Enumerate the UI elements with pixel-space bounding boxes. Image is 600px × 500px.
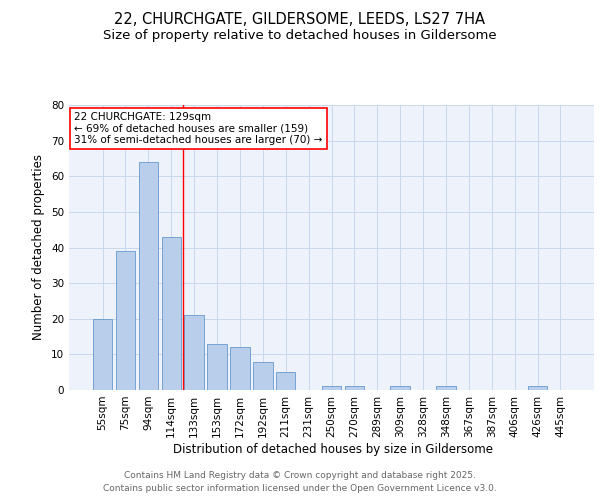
- Text: Distribution of detached houses by size in Gildersome: Distribution of detached houses by size …: [173, 442, 493, 456]
- Text: Contains HM Land Registry data © Crown copyright and database right 2025.: Contains HM Land Registry data © Crown c…: [124, 471, 476, 480]
- Text: 22, CHURCHGATE, GILDERSOME, LEEDS, LS27 7HA: 22, CHURCHGATE, GILDERSOME, LEEDS, LS27 …: [115, 12, 485, 28]
- Bar: [276, 372, 295, 390]
- Bar: [391, 386, 410, 390]
- Bar: [322, 386, 341, 390]
- Bar: [93, 319, 112, 390]
- Bar: [528, 386, 547, 390]
- Text: 22 CHURCHGATE: 129sqm
← 69% of detached houses are smaller (159)
31% of semi-det: 22 CHURCHGATE: 129sqm ← 69% of detached …: [74, 112, 323, 146]
- Text: Contains public sector information licensed under the Open Government Licence v3: Contains public sector information licen…: [103, 484, 497, 493]
- Text: Size of property relative to detached houses in Gildersome: Size of property relative to detached ho…: [103, 29, 497, 42]
- Bar: [253, 362, 272, 390]
- Bar: [161, 237, 181, 390]
- Bar: [116, 251, 135, 390]
- Y-axis label: Number of detached properties: Number of detached properties: [32, 154, 46, 340]
- Bar: [436, 386, 455, 390]
- Bar: [139, 162, 158, 390]
- Bar: [184, 315, 204, 390]
- Bar: [344, 386, 364, 390]
- Bar: [208, 344, 227, 390]
- Bar: [230, 347, 250, 390]
